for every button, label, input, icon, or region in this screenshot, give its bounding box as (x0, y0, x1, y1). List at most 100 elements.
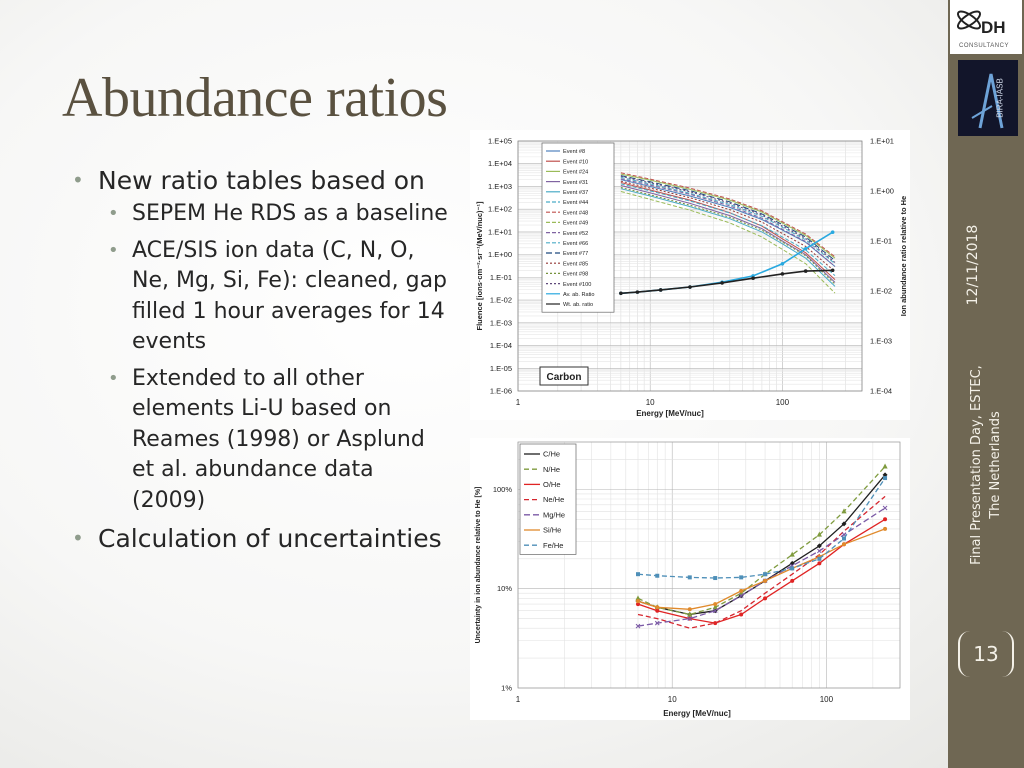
x-axis-label: Energy [MeV/nuc] (663, 709, 731, 718)
plot-frame (517, 441, 901, 689)
data-point (655, 605, 660, 610)
y-tick-label: 1.E-05 (490, 364, 512, 373)
slide-number: 13 (958, 631, 1014, 677)
bullet-item: Calculation of uncertainties (70, 522, 450, 555)
x-axis-label: Energy [MeV/nuc] (636, 409, 704, 418)
legend-label: Event #44 (563, 200, 588, 206)
data-point (883, 476, 888, 481)
presentation-date: 12/11/2018 (965, 224, 981, 306)
y-tick-label: 10% (497, 584, 512, 593)
ratio-point (658, 288, 663, 292)
y2-tick-label: 1.E-03 (870, 337, 892, 346)
data-point (712, 608, 718, 614)
bullet-item: SEPEM He RDS as a baseline (70, 199, 450, 230)
y-tick-label: 1.E-02 (490, 296, 512, 305)
legend-label: N/He (543, 465, 560, 474)
bira-a-logo-icon (971, 73, 1004, 129)
plot-frame (517, 140, 863, 392)
legend-label: Event #37 (563, 190, 588, 196)
series-line (637, 474, 886, 616)
data-point (635, 623, 641, 629)
ratio-point (751, 276, 755, 281)
dh-consultancy-logo: DH CONSULTANCY (950, 0, 1022, 54)
ratio-point (830, 230, 835, 234)
ratio-point (635, 290, 640, 294)
data-point (789, 551, 795, 557)
data-point (882, 505, 888, 511)
data-point (713, 576, 718, 581)
data-point (841, 542, 846, 547)
series-line (620, 187, 836, 285)
y2-tick-label: 1.E-04 (870, 387, 892, 396)
ratio-point (780, 261, 785, 266)
data-point (739, 612, 744, 617)
series-line (620, 178, 836, 267)
series-line (620, 185, 836, 283)
carbon-fluence-chart: 1.E+05 1.E+04 1.E+03 1.E+02 1.E+01 1.E+00 1.E-… (470, 130, 910, 420)
uncertainty-chart: 1% 10% 100% 1 10 100 Energy [MeV/nuc] Uncertain… (470, 438, 910, 720)
data-point (817, 548, 822, 554)
legend-label: Event #66 (563, 241, 588, 247)
data-point (635, 595, 641, 601)
y-axis-label: Uncertainty in ion abundance relative to… (475, 487, 482, 644)
legend-label: Event #77 (563, 251, 588, 257)
ratio-point (619, 291, 623, 296)
ratio-point (803, 269, 808, 273)
data-point (763, 578, 768, 583)
y-tick-label: 1.E+01 (488, 227, 512, 236)
series-line (637, 466, 886, 616)
y-tick-label: 1.E-03 (490, 318, 512, 327)
event-line-2: The Netherlands (988, 411, 1003, 519)
data-point (790, 566, 795, 571)
x-tick-label: 1 (516, 695, 521, 704)
y-tick-label: 1.E+04 (488, 159, 512, 168)
ratio-point (803, 246, 808, 251)
y2-tick-label: 1.E+01 (870, 137, 894, 146)
slide-title: Abundance ratios (62, 67, 448, 129)
data-point (687, 616, 693, 621)
y-tick-label: 1.E+03 (488, 182, 512, 191)
series-line (620, 180, 836, 272)
ratio-point (688, 285, 692, 289)
annotation-box (539, 366, 589, 386)
legend-label: O/He (543, 480, 561, 489)
bira-iasb-logo: BIRA-IASB (958, 60, 1018, 136)
data-point (635, 572, 640, 577)
data-point (790, 578, 795, 583)
legend-label: Wt. ab. ratio (563, 302, 593, 308)
annotation-label: Carbon (547, 372, 582, 383)
x-tick-label: 10 (668, 695, 677, 704)
y2-tick-label: 1.E-02 (870, 287, 892, 296)
legend-label: Event #85 (563, 261, 588, 267)
data-point (738, 593, 744, 599)
data-point (712, 604, 718, 610)
series-line (620, 188, 836, 287)
data-point (763, 596, 768, 601)
series-line (620, 183, 836, 276)
legend-label: Fe/He (543, 541, 563, 550)
series-line (637, 495, 886, 629)
uncertainty-chart-svg: 1% 10% 100% 1 10 100 Energy [MeV/nuc] Uncertain… (475, 441, 901, 718)
series-line (637, 477, 886, 579)
legend-label: Mg/He (543, 510, 565, 519)
data-point (763, 572, 768, 577)
bullet-item: New ratio tables based on (70, 164, 450, 197)
y-tick-label: 1.E+05 (488, 137, 512, 146)
legend-label: Ne/He (543, 495, 564, 504)
y-tick-label: 1.E-06 (490, 387, 512, 396)
legend-label: Event #52 (563, 231, 588, 237)
ratio-point (720, 281, 724, 285)
legend-label: C/He (543, 450, 560, 459)
bullet-list: New ratio tables based onSEPEM He RDS as… (70, 164, 450, 557)
bullet-item: Extended to all other elements Li-U base… (70, 364, 450, 517)
legend-label: Event #49 (563, 221, 588, 227)
legend-label: Event #10 (563, 159, 588, 165)
x-tick-label: 100 (820, 695, 834, 704)
logo-dh-subtitle: CONSULTANCY (959, 43, 1009, 49)
data-point (687, 575, 692, 580)
data-point (655, 608, 660, 613)
data-point (841, 508, 847, 514)
data-point (739, 588, 744, 593)
ratio-series-line (620, 269, 833, 295)
y-tick-label: 1% (501, 684, 512, 693)
